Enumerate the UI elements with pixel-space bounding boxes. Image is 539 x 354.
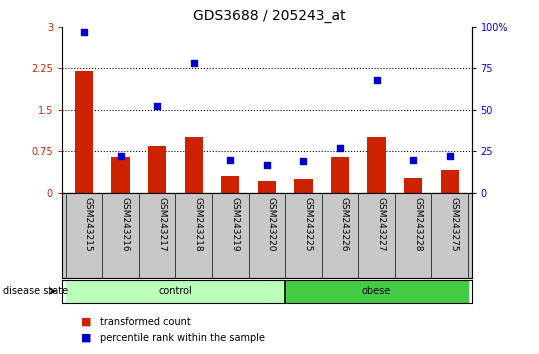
Text: GSM243227: GSM243227 [377,197,385,252]
Bar [112,157,130,193]
Point [80,29,88,34]
Point [409,157,417,162]
Text: disease state: disease state [3,286,68,296]
Bar [368,137,386,193]
Bar [285,280,468,303]
Point [299,159,308,164]
Bar [148,146,166,193]
Point [153,104,161,109]
Bar [440,170,459,193]
Point [226,157,234,162]
Point [336,145,344,151]
Text: transformed count: transformed count [100,317,190,327]
Point [445,154,454,159]
Text: GSM243218: GSM243218 [194,197,203,252]
Bar [66,280,285,303]
Text: GSM243220: GSM243220 [267,197,276,252]
Text: GSM243226: GSM243226 [340,197,349,252]
Text: GSM243215: GSM243215 [84,197,93,252]
Text: GSM243217: GSM243217 [157,197,166,252]
Text: ■: ■ [81,333,92,343]
Bar [294,179,313,193]
Bar [258,181,276,193]
Point [372,77,381,82]
Text: GDS3688 / 205243_at: GDS3688 / 205243_at [193,9,346,23]
Text: obese: obese [362,286,391,296]
Bar [221,176,239,193]
Bar [75,71,93,193]
Text: GSM243228: GSM243228 [413,197,422,252]
Text: GSM243216: GSM243216 [121,197,129,252]
Bar [404,178,422,193]
Bar [331,157,349,193]
Text: control: control [158,286,192,296]
Text: percentile rank within the sample: percentile rank within the sample [100,333,265,343]
Text: GSM243219: GSM243219 [230,197,239,252]
Text: GSM243275: GSM243275 [450,197,459,252]
Bar [184,137,203,193]
Text: ■: ■ [81,317,92,327]
Point [116,154,125,159]
Text: GSM243225: GSM243225 [303,197,313,252]
Point [262,162,271,167]
Point [189,60,198,66]
